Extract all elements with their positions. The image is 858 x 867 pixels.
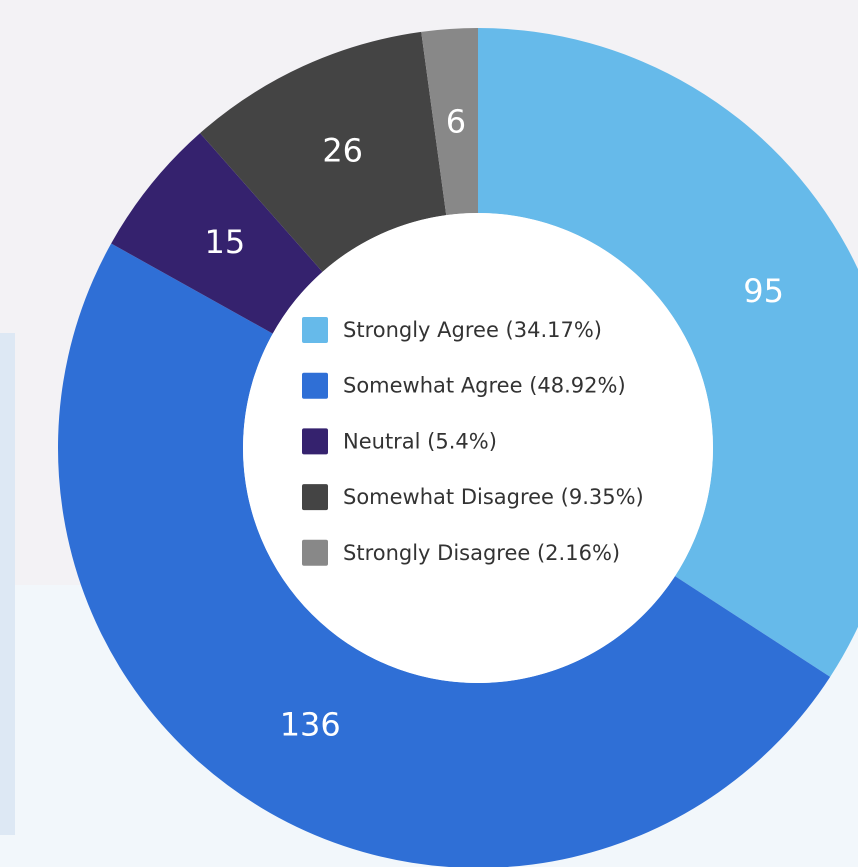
legend-swatch [302,317,328,343]
legend: Strongly Agree (34.17%) Somewhat Agree (4… [302,317,644,566]
labels: 95 136 15 26 6 [205,103,784,744]
slice [111,133,323,334]
slice [478,28,858,677]
data-label: 136 [280,705,341,743]
legend-swatch [302,484,328,511]
legend-label: Strongly Agree (34.17%) [343,318,602,342]
data-label: 6 [446,103,466,141]
data-label: 95 [743,272,784,310]
legend-swatch [302,539,328,566]
legend-label: Neutral (5.4%) [343,429,497,453]
legend-label: Somewhat Agree (48.92%) [343,374,626,398]
legend-label: Somewhat Disagree (9.35%) [343,485,644,509]
slice [421,28,478,216]
slice [200,31,447,272]
legend-label: Strongly Disagree (2.16%) [343,541,620,565]
slice [58,243,831,867]
legend-swatch [302,428,328,455]
data-label: 26 [322,132,363,170]
slices [58,28,858,867]
donut-hole [243,213,713,683]
data-label: 15 [205,223,246,261]
legend-swatch [302,372,328,399]
side-panel [0,333,15,835]
